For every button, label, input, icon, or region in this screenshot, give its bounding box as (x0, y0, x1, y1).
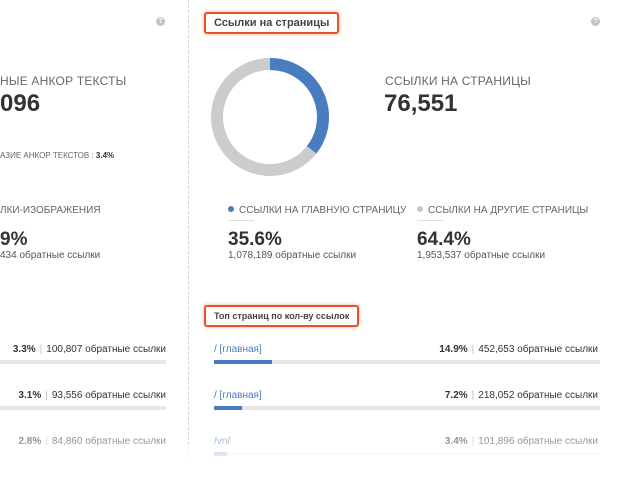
row-bar (0, 406, 166, 410)
table-row: 14.9% | 452,653 обратные ссылки (439, 344, 598, 355)
table-row: 3.3% | 100,807 обратные ссылки (12, 344, 166, 355)
other-links-sub: 1,953,537 обратные ссылки (417, 250, 546, 261)
image-links-title: ЛКИ-ИЗОБРАЖЕНИЯ (0, 205, 101, 216)
row-count: 93,556 обратные ссылки (51, 390, 166, 401)
legend-underline (228, 220, 254, 221)
legend-dot-other (417, 206, 423, 212)
row-bar (214, 360, 600, 364)
top-pages-header: Топ страниц по кол-ву ссылок (204, 305, 360, 327)
table-row: 7.2% | 218,052 обратные ссылки (444, 390, 598, 401)
row-percent: 14.9% (439, 344, 468, 355)
top-page-link[interactable]: / [главная] (214, 390, 262, 401)
right-panel: Ссылки на страницы ? ССЫЛКИ НА СТРАНИЦЫ … (190, 0, 610, 460)
other-links-percent: 64.4% (417, 229, 471, 250)
top-page-link[interactable]: / [главная] (214, 344, 262, 355)
row-percent: 7.2% (444, 390, 468, 401)
left-panel: ? НЫЕ АНКОР ТЕКСТЫ 096 АЗИЕ АНКОР ТЕКСТО… (0, 0, 188, 460)
unique-anchors-title: НЫЕ АНКОР ТЕКСТЫ (0, 74, 127, 88)
row-bar-fill (214, 360, 272, 364)
row-bar (0, 360, 166, 364)
page-links-header: Ссылки на страницы (204, 12, 340, 34)
row-percent: 3.1% (18, 390, 42, 401)
home-links-percent: 35.6% (228, 229, 282, 250)
legend-label: ССЫЛКИ НА ГЛАВНУЮ СТРАНИЦУ (239, 205, 407, 216)
image-links-sub: 434 обратные ссылки (0, 250, 101, 261)
legend-underline (417, 220, 443, 221)
page-links-total: 76,551 (384, 90, 458, 117)
image-links-percent: 9% (0, 229, 28, 250)
anchor-diversity: АЗИЕ АНКОР ТЕКСТОВ : 3.4% (0, 151, 114, 160)
bottom-fade (0, 440, 630, 480)
help-icon[interactable]: ? (591, 17, 600, 26)
page-links-title: ССЫЛКИ НА СТРАНИЦЫ (385, 74, 531, 88)
help-icon[interactable]: ? (156, 17, 165, 26)
row-count: 452,653 обратные ссылки (478, 344, 598, 355)
donut-home-segment (211, 58, 329, 176)
unique-anchors-value: 096 (0, 90, 41, 117)
links-donut-chart (211, 58, 329, 176)
anchor-diversity-value: 3.4% (95, 151, 115, 160)
panel-divider (188, 0, 189, 460)
table-row: 3.1% | 93,556 обратные ссылки (18, 390, 166, 401)
row-bar-fill (214, 406, 243, 410)
row-count: 218,052 обратные ссылки (478, 390, 598, 401)
row-count: 100,807 обратные ссылки (46, 344, 166, 355)
home-links-sub: 1,078,189 обратные ссылки (228, 250, 357, 261)
row-percent: 3.3% (12, 344, 36, 355)
legend-home: ССЫЛКИ НА ГЛАВНУЮ СТРАНИЦУ (228, 205, 406, 216)
legend-other: ССЫЛКИ НА ДРУГИЕ СТРАНИЦЫ (417, 205, 588, 216)
legend-dot-home (228, 206, 234, 212)
row-bar (214, 406, 600, 410)
legend-label: ССЫЛКИ НА ДРУГИЕ СТРАНИЦЫ (428, 205, 589, 216)
anchor-diversity-label: АЗИЕ АНКОР ТЕКСТОВ : (0, 151, 94, 160)
